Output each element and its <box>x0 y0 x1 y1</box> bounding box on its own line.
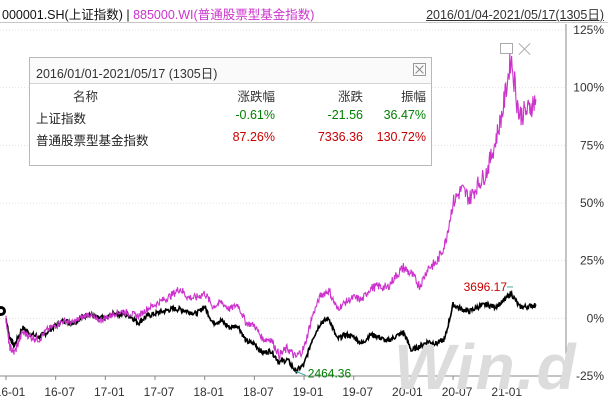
row-amplitude: 36.47% <box>383 108 426 122</box>
x-tick-label: 16-01 <box>0 385 26 399</box>
y-tick-label: 25% <box>580 254 604 268</box>
start-marker-icon <box>0 306 6 316</box>
y-tick-label: 50% <box>580 196 604 210</box>
x-tick-label: 20-01 <box>392 385 423 399</box>
y-tick-label: -25% <box>576 369 604 383</box>
row-change: -21.56 <box>327 108 363 122</box>
annotations: 3696.17 2464.36 <box>295 280 514 380</box>
stats-panel: 2016/01/01-2021/05/17 (1305日) 名称 涨跌幅 涨跌 … <box>29 57 432 166</box>
row-name: 普通股票型基金指数 <box>36 134 149 148</box>
stats-row[interactable]: 普通股票型基金指数 87.26% 7336.36 130.72% <box>30 127 431 149</box>
x-tick-label: 19-01 <box>293 385 324 399</box>
row-name: 上证指数 <box>36 112 87 126</box>
high-value-label: 3696.17 <box>464 280 508 294</box>
series-layer <box>5 53 537 374</box>
col-header-amplitude: 振幅 <box>400 90 426 104</box>
x-tick-label: 16-07 <box>44 385 75 399</box>
security-2-label[interactable]: 885000.WI(普通股票型基金指数) <box>133 8 315 22</box>
chart-header: 000001.SH(上证指数) | 885000.WI(普通股票型基金指数) 2… <box>0 0 608 23</box>
x-tick-label: 17-01 <box>94 385 125 399</box>
x-tick-label: 19-07 <box>342 385 373 399</box>
y-tick-label: 125% <box>573 23 604 37</box>
stats-title: 2016/01/01-2021/05/17 (1305日) <box>36 67 218 81</box>
restore-icon[interactable] <box>500 43 513 54</box>
y-tick-label: 100% <box>573 81 604 95</box>
stats-close-icon[interactable] <box>413 63 426 76</box>
close-icon[interactable] <box>517 41 533 57</box>
col-header-change: 涨跌 <box>337 90 363 104</box>
row-amplitude: 130.72% <box>376 130 426 144</box>
row-change: 7336.36 <box>317 130 363 144</box>
watermark: Win.d <box>394 331 578 403</box>
x-tick-label: 18-01 <box>193 385 224 399</box>
y-tick-label: 75% <box>580 138 604 152</box>
date-range-link[interactable]: 2016/01/04-2021/05/17(1305日) <box>426 8 604 22</box>
series-line-fund-index <box>5 53 537 361</box>
low-value-label: 2464.36 <box>308 366 352 380</box>
col-header-name: 名称 <box>73 90 99 104</box>
security-legend: 000001.SH(上证指数) | 885000.WI(普通股票型基金指数) <box>2 4 314 23</box>
security-1-label[interactable]: 000001.SH(上证指数) <box>2 8 123 22</box>
stats-title-bar: 2016/01/01-2021/05/17 (1305日) <box>30 58 431 84</box>
x-tick-label: 18-07 <box>243 385 274 399</box>
stats-header-row: 名称 涨跌幅 涨跌 振幅 <box>30 83 431 105</box>
low-marker-line <box>295 370 306 376</box>
x-tick-label: 17-07 <box>144 385 175 399</box>
x-tick-label: 21-01 <box>491 385 522 399</box>
axes: 125% 100% 75% 50% 25% 0% -25% 16-01 16-07 17-01 17… <box>0 23 604 399</box>
col-header-pct-change: 涨跌幅 <box>237 90 275 104</box>
y-tick-label: 0% <box>587 311 605 325</box>
row-pct-change: -0.61% <box>235 108 275 122</box>
row-pct-change: 87.26% <box>232 130 275 144</box>
separator: | <box>122 8 134 22</box>
stats-row[interactable]: 上证指数 -0.61% -21.56 36.47% <box>30 105 431 127</box>
x-tick-label: 20-07 <box>442 385 473 399</box>
